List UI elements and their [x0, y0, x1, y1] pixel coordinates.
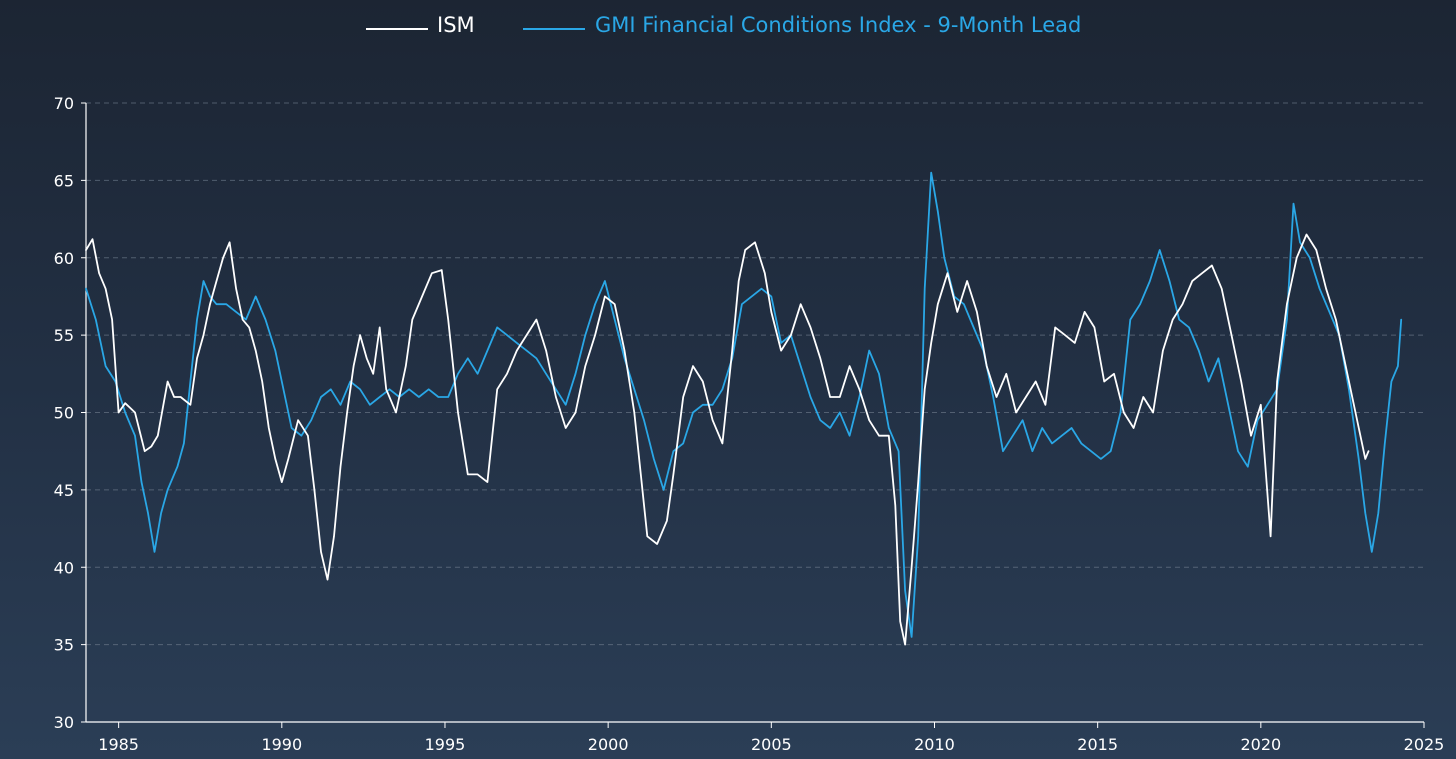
y-tick-label-50: 50: [54, 404, 74, 423]
y-tick-label-55: 55: [54, 326, 74, 345]
legend-item-gmi[interactable]: GMI Financial Conditions Index - 9-Month…: [523, 13, 1081, 37]
x-tick-label-1990: 1990: [261, 735, 302, 754]
y-tick-label-60: 60: [54, 249, 74, 268]
y-tick-label-40: 40: [54, 558, 74, 577]
series-layer: [85, 171, 1403, 646]
grid-lines: [86, 102, 1424, 646]
y-tick-label-35: 35: [54, 636, 74, 655]
y-tick-label-70: 70: [54, 94, 74, 113]
x-tick-label-2020: 2020: [1240, 735, 1281, 754]
y-axis-ticks: 30 35 40 45 50 55 60 65 70: [54, 94, 86, 732]
legend-label-ism: ISM: [437, 13, 475, 37]
legend-label-gmi: GMI Financial Conditions Index - 9-Month…: [595, 13, 1081, 37]
x-tick-label-2025: 2025: [1404, 735, 1445, 754]
x-tick-label-2005: 2005: [751, 735, 792, 754]
series-line-gmi: [85, 171, 1403, 638]
y-tick-label-65: 65: [54, 171, 74, 190]
x-tick-label-2000: 2000: [588, 735, 629, 754]
y-tick-label-30: 30: [54, 713, 74, 732]
x-tick-label-1985: 1985: [98, 735, 139, 754]
x-tick-label-2010: 2010: [914, 735, 955, 754]
legend-item-ism[interactable]: ISM: [366, 13, 475, 37]
series-line-ism: [85, 233, 1370, 646]
x-tick-label-1995: 1995: [425, 735, 466, 754]
x-tick-label-2015: 2015: [1077, 735, 1118, 754]
legend[interactable]: ISM GMI Financial Conditions Index - 9-M…: [366, 13, 1081, 37]
y-tick-label-45: 45: [54, 481, 74, 500]
x-axis-ticks: 1985 1990 1995 2000 2005 2010 2015 2020 2025: [98, 722, 1444, 754]
